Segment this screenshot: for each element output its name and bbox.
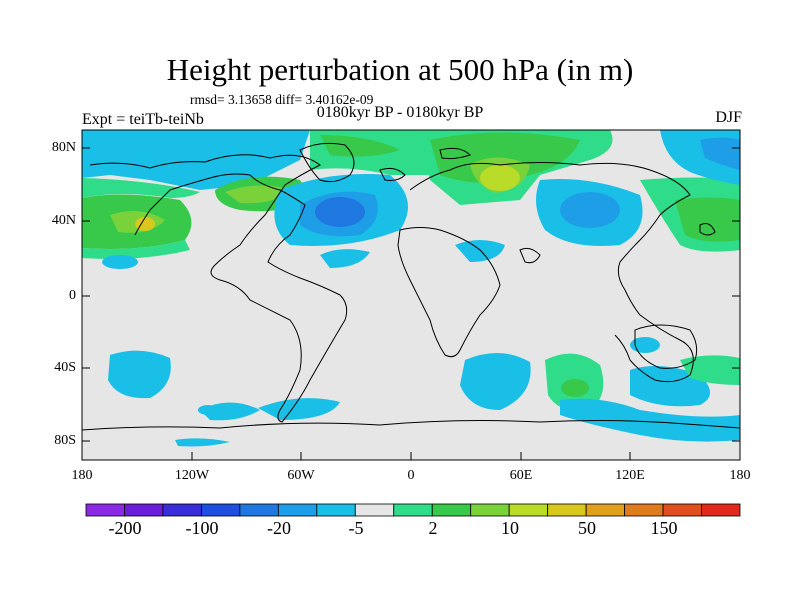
- lon-label-0: 0: [407, 468, 415, 483]
- colorbar-swatch: [85, 503, 125, 517]
- season-text: DJF: [715, 109, 742, 126]
- colorbar-label-4: -5: [348, 518, 364, 538]
- colorbar-swatch: [547, 503, 587, 517]
- colorbar-label-2: -100: [185, 518, 219, 538]
- colorbar: [85, 503, 741, 517]
- lon-label-180e: 180: [729, 468, 751, 483]
- coastlines: [82, 142, 740, 431]
- colorbar-swatch: [124, 503, 164, 517]
- colorbar-swatch: [316, 503, 356, 517]
- lat-label-40n: 40N: [51, 213, 76, 228]
- colorbar-label-3: -20: [267, 518, 291, 538]
- colorbar-swatch: [470, 503, 510, 517]
- lon-label-120w: 120W: [174, 468, 210, 483]
- colorbar-swatch: [162, 503, 202, 517]
- experiment-text: Expt = teiTb-teiNb: [82, 111, 204, 128]
- colorbar-swatch: [701, 503, 741, 517]
- colorbar-swatch: [393, 503, 433, 517]
- colorbar-label-6: 10: [501, 518, 519, 538]
- colorbar-label-1: -200: [108, 518, 142, 538]
- lat-label-80n: 80N: [51, 140, 76, 155]
- lat-label-80s: 80S: [54, 433, 76, 448]
- colorbar-label-7: 50: [578, 518, 596, 538]
- axis-ticks: [81, 147, 741, 460]
- colorbar-swatch: [354, 503, 395, 517]
- colorbar-swatch: [277, 503, 318, 517]
- lon-label-60e: 60E: [509, 468, 533, 483]
- colorbar-swatch: [624, 503, 664, 517]
- lat-label-40s: 40S: [54, 360, 76, 375]
- colorbar-swatch: [585, 503, 625, 517]
- colorbar-swatch: [201, 503, 241, 517]
- lat-label-0: 0: [69, 288, 76, 303]
- period-text: 0180kyr BP - 0180kyr BP: [316, 104, 484, 121]
- rmsd-diff-text: rmsd= 3.13658 diff= 3.40162e-09: [190, 92, 374, 107]
- colorbar-swatch: [508, 503, 549, 517]
- lon-label-180w: 180: [71, 468, 93, 483]
- lon-label-60w: 60W: [287, 468, 315, 483]
- colorbar-swatch: [239, 503, 279, 517]
- colorbar-swatch: [431, 503, 472, 517]
- contour-fill: [82, 130, 740, 447]
- lon-label-120e: 120E: [615, 468, 645, 483]
- plot-title: Height perturbation at 500 hPa (in m): [166, 52, 634, 87]
- colorbar-label-5: 2: [428, 518, 438, 538]
- colorbar-label-8: 150: [650, 518, 678, 538]
- colorbar-swatch: [662, 503, 702, 517]
